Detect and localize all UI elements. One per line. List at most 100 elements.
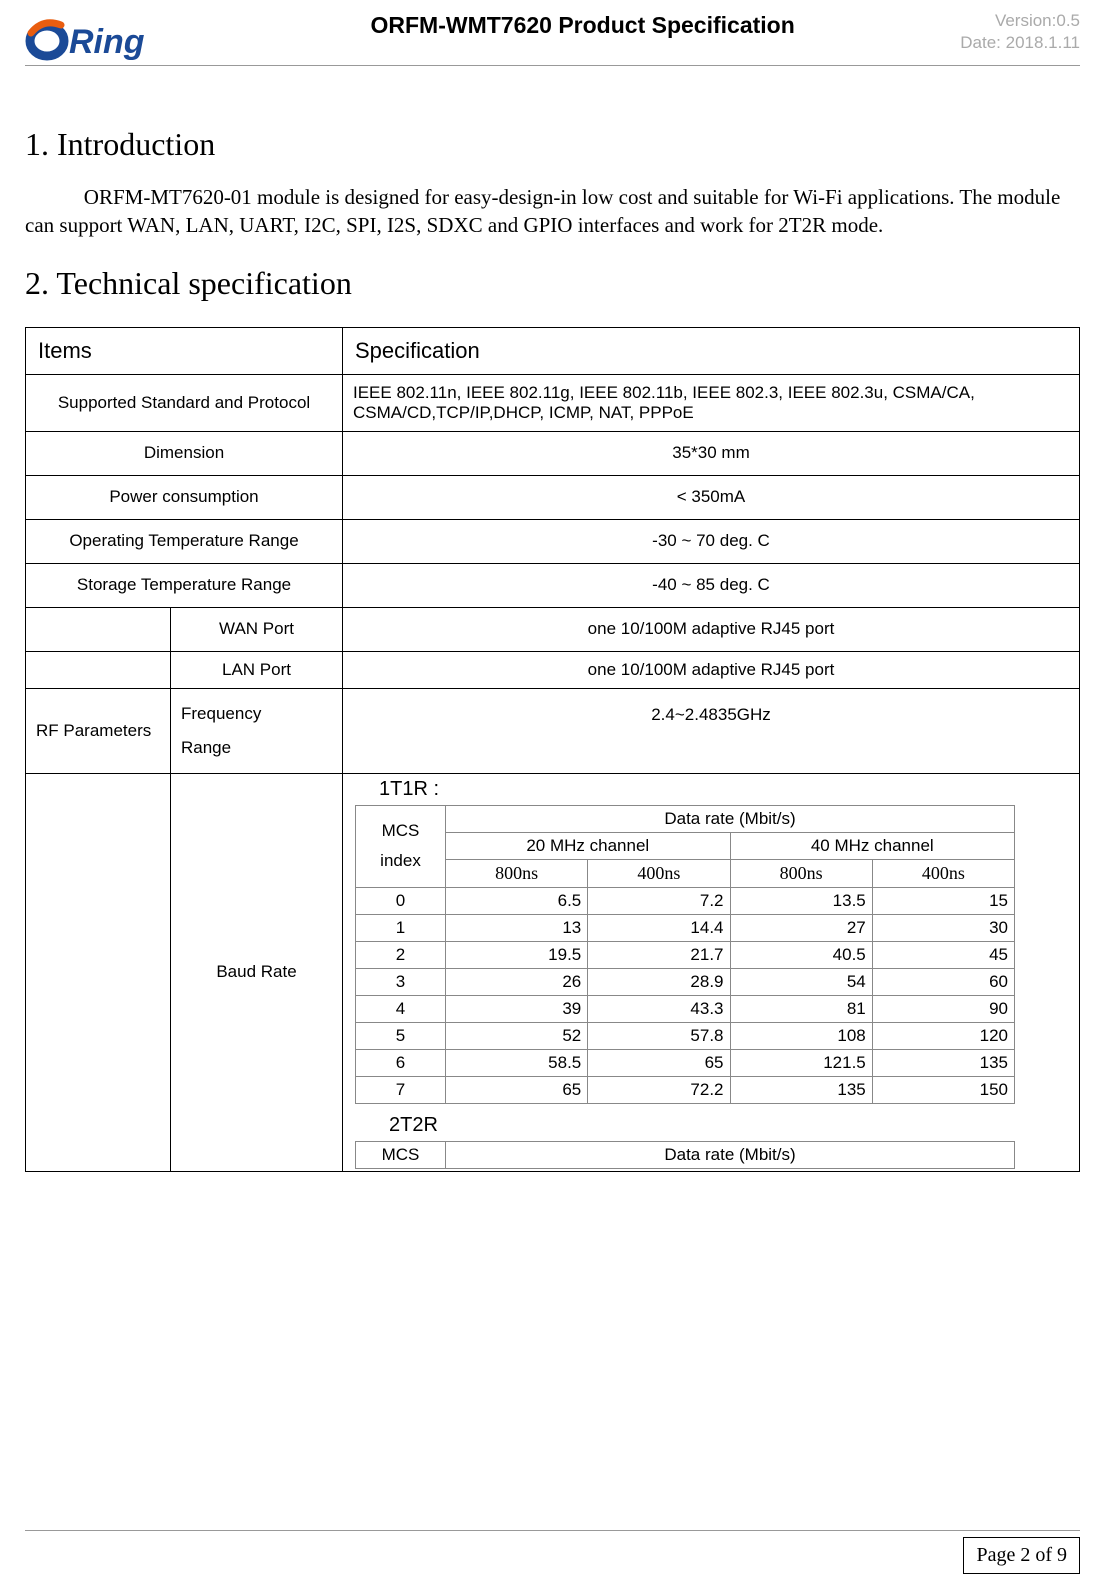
rate-cell: 40.5 bbox=[730, 941, 872, 968]
introduction-paragraph: ORFM-MT7620-01 module is designed for ea… bbox=[25, 183, 1080, 240]
rate-cell: 39 bbox=[446, 995, 588, 1022]
rate-cell: 7.2 bbox=[588, 887, 730, 914]
row-label: Operating Temperature Range bbox=[26, 519, 343, 563]
row-value: one 10/100M adaptive RJ45 port bbox=[343, 607, 1080, 651]
mcs-header: MCS bbox=[356, 1141, 446, 1168]
svg-text:Ring: Ring bbox=[69, 23, 145, 61]
rate-cell: 57.8 bbox=[588, 1022, 730, 1049]
data-rate-header: Data rate (Mbit/s) bbox=[446, 805, 1015, 832]
row-value: IEEE 802.11n, IEEE 802.11g, IEEE 802.11b… bbox=[343, 374, 1080, 431]
inner-table-2t2r-title: 2T2R bbox=[349, 1104, 1073, 1141]
page-number: Page 2 of 9 bbox=[963, 1537, 1080, 1574]
table-row: Baud Rate 1T1R : MCS index Data rate (Mb… bbox=[26, 773, 1080, 1171]
mcs-cell: 5 bbox=[356, 1022, 446, 1049]
frequency-range-label: Frequency Range bbox=[171, 688, 343, 773]
table-row: Dimension 35*30 mm bbox=[26, 431, 1080, 475]
rate-cell: 135 bbox=[872, 1049, 1014, 1076]
mcs-cell: 3 bbox=[356, 968, 446, 995]
brand-logo: Ring bbox=[25, 10, 205, 63]
mcs-cell: 0 bbox=[356, 887, 446, 914]
rate-cell: 19.5 bbox=[446, 941, 588, 968]
section-introduction-heading: 1. Introduction bbox=[25, 126, 1080, 163]
rate-cell: 81 bbox=[730, 995, 872, 1022]
data-rate-table-2t2r: MCS Data rate (Mbit/s) bbox=[355, 1141, 1015, 1169]
row-group-empty bbox=[26, 651, 171, 688]
rate-cell: 150 bbox=[872, 1076, 1014, 1103]
mcs-cell: 6 bbox=[356, 1049, 446, 1076]
table-row: WAN Port one 10/100M adaptive RJ45 port bbox=[26, 607, 1080, 651]
table-row: RF Parameters Frequency Range 2.4~2.4835… bbox=[26, 688, 1080, 773]
rate-cell: 58.5 bbox=[446, 1049, 588, 1076]
col-spec: Specification bbox=[343, 327, 1080, 374]
row-sub: WAN Port bbox=[171, 607, 343, 651]
ch20-header: 20 MHz channel bbox=[446, 832, 731, 859]
doc-title: ORFM-WMT7620 Product Specification bbox=[205, 10, 960, 39]
date-label: Date: 2018.1.11 bbox=[960, 32, 1080, 54]
baud-rate-label: Baud Rate bbox=[171, 773, 343, 1171]
mcs-cell: 4 bbox=[356, 995, 446, 1022]
rate-cell: 6.5 bbox=[446, 887, 588, 914]
rate-cell: 26 bbox=[446, 968, 588, 995]
mcs-cell: 2 bbox=[356, 941, 446, 968]
page-header: Ring ORFM-WMT7620 Product Specification … bbox=[25, 10, 1080, 66]
rate-cell: 13 bbox=[446, 914, 588, 941]
rate-cell: 54 bbox=[730, 968, 872, 995]
gi-header: 400ns bbox=[588, 859, 730, 887]
rate-cell: 21.7 bbox=[588, 941, 730, 968]
page-footer: Page 2 of 9 bbox=[25, 1530, 1080, 1574]
spec-table: Items Specification Supported Standard a… bbox=[25, 327, 1080, 1172]
table-row: LAN Port one 10/100M adaptive RJ45 port bbox=[26, 651, 1080, 688]
mcs-cell: 7 bbox=[356, 1076, 446, 1103]
doc-meta: Version:0.5 Date: 2018.1.11 bbox=[960, 10, 1080, 54]
rate-cell: 14.4 bbox=[588, 914, 730, 941]
gi-header: 400ns bbox=[872, 859, 1014, 887]
gi-header: 800ns bbox=[446, 859, 588, 887]
row-label: Power consumption bbox=[26, 475, 343, 519]
rate-cell: 28.9 bbox=[588, 968, 730, 995]
gi-header: 800ns bbox=[730, 859, 872, 887]
rate-cell: 15 bbox=[872, 887, 1014, 914]
rate-cell: 121.5 bbox=[730, 1049, 872, 1076]
row-value: 35*30 mm bbox=[343, 431, 1080, 475]
row-value: -40 ~ 85 deg. C bbox=[343, 563, 1080, 607]
version-label: Version:0.5 bbox=[960, 10, 1080, 32]
rf-parameters-label: RF Parameters bbox=[26, 688, 171, 773]
baud-rate-cell: 1T1R : MCS index Data rate (Mbit/s) 20 M… bbox=[343, 773, 1080, 1171]
table-row: Storage Temperature Range -40 ~ 85 deg. … bbox=[26, 563, 1080, 607]
rate-cell: 72.2 bbox=[588, 1076, 730, 1103]
ch40-header: 40 MHz channel bbox=[730, 832, 1015, 859]
row-group-empty bbox=[26, 773, 171, 1171]
rate-cell: 65 bbox=[588, 1049, 730, 1076]
col-items: Items bbox=[26, 327, 343, 374]
mcs-index-header: MCS index bbox=[356, 805, 446, 887]
row-label: Supported Standard and Protocol bbox=[26, 374, 343, 431]
row-value: 2.4~2.4835GHz bbox=[343, 688, 1080, 773]
row-label: Storage Temperature Range bbox=[26, 563, 343, 607]
rate-cell: 60 bbox=[872, 968, 1014, 995]
rate-cell: 135 bbox=[730, 1076, 872, 1103]
table-header-row: Items Specification bbox=[26, 327, 1080, 374]
table-row: Power consumption < 350mA bbox=[26, 475, 1080, 519]
page-content: 1. Introduction ORFM-MT7620-01 module is… bbox=[25, 66, 1080, 1172]
row-value: one 10/100M adaptive RJ45 port bbox=[343, 651, 1080, 688]
rate-cell: 65 bbox=[446, 1076, 588, 1103]
row-label: Dimension bbox=[26, 431, 343, 475]
mcs-cell: 1 bbox=[356, 914, 446, 941]
section-techspec-heading: 2. Technical specification bbox=[25, 265, 1080, 302]
rate-cell: 45 bbox=[872, 941, 1014, 968]
table-row: Operating Temperature Range -30 ~ 70 deg… bbox=[26, 519, 1080, 563]
row-value: < 350mA bbox=[343, 475, 1080, 519]
freq-line2: Range bbox=[181, 738, 231, 757]
row-value: -30 ~ 70 deg. C bbox=[343, 519, 1080, 563]
table-row: Supported Standard and Protocol IEEE 802… bbox=[26, 374, 1080, 431]
rate-cell: 27 bbox=[730, 914, 872, 941]
inner-table-1t1r-title: 1T1R : bbox=[349, 778, 1073, 805]
row-sub: LAN Port bbox=[171, 651, 343, 688]
oring-logo-icon: Ring bbox=[25, 15, 200, 63]
rate-cell: 43.3 bbox=[588, 995, 730, 1022]
data-rate-header: Data rate (Mbit/s) bbox=[446, 1141, 1015, 1168]
row-group-empty bbox=[26, 607, 171, 651]
data-rate-table-1t1r: MCS index Data rate (Mbit/s) 20 MHz chan… bbox=[355, 805, 1015, 1104]
rate-cell: 52 bbox=[446, 1022, 588, 1049]
rate-cell: 120 bbox=[872, 1022, 1014, 1049]
